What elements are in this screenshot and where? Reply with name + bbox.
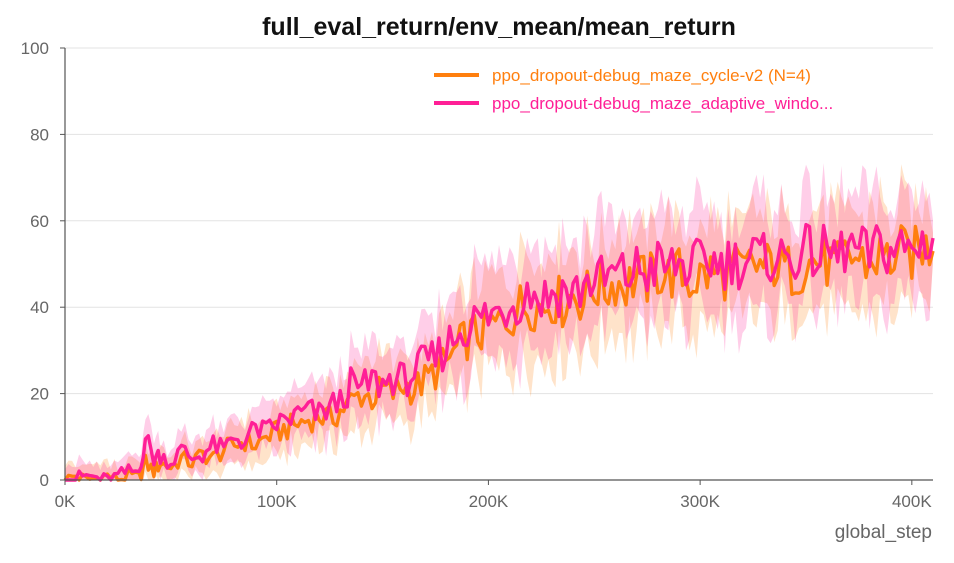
- series-band-2: [65, 163, 933, 480]
- y-tick-label: 20: [30, 385, 49, 404]
- series-line-2: [65, 222, 935, 482]
- y-tick-label: 100: [21, 39, 49, 58]
- chart-title: full_eval_return/env_mean/mean_return: [262, 13, 736, 41]
- y-tick-label: 40: [30, 298, 49, 317]
- x-tick-label: 200K: [469, 492, 509, 511]
- y-tick-label: 0: [40, 471, 49, 490]
- legend-label-2: ppo_dropout-debug_maze_adaptive_windo...: [492, 94, 833, 113]
- band-layer: [65, 163, 933, 480]
- x-axis-label: global_step: [835, 522, 932, 543]
- tick-layer: 0 20 40 60 80 100 0K 100K 200K 300K 400K: [21, 39, 933, 511]
- legend: ppo_dropout-debug_maze_cycle-v2 (N=4) ppo…: [434, 66, 833, 113]
- x-tick-label: 0K: [55, 492, 76, 511]
- y-tick-label: 80: [30, 125, 49, 144]
- axis-layer: [64, 48, 933, 481]
- x-tick-label: 300K: [680, 492, 720, 511]
- series-layer: [63, 222, 935, 482]
- series-band-1: [65, 164, 933, 480]
- x-tick-label: 100K: [257, 492, 297, 511]
- grid-layer: [65, 47, 933, 395]
- x-tick-label: 400K: [892, 492, 932, 511]
- legend-label-1: ppo_dropout-debug_maze_cycle-v2 (N=4): [492, 66, 811, 85]
- y-tick-label: 60: [30, 212, 49, 231]
